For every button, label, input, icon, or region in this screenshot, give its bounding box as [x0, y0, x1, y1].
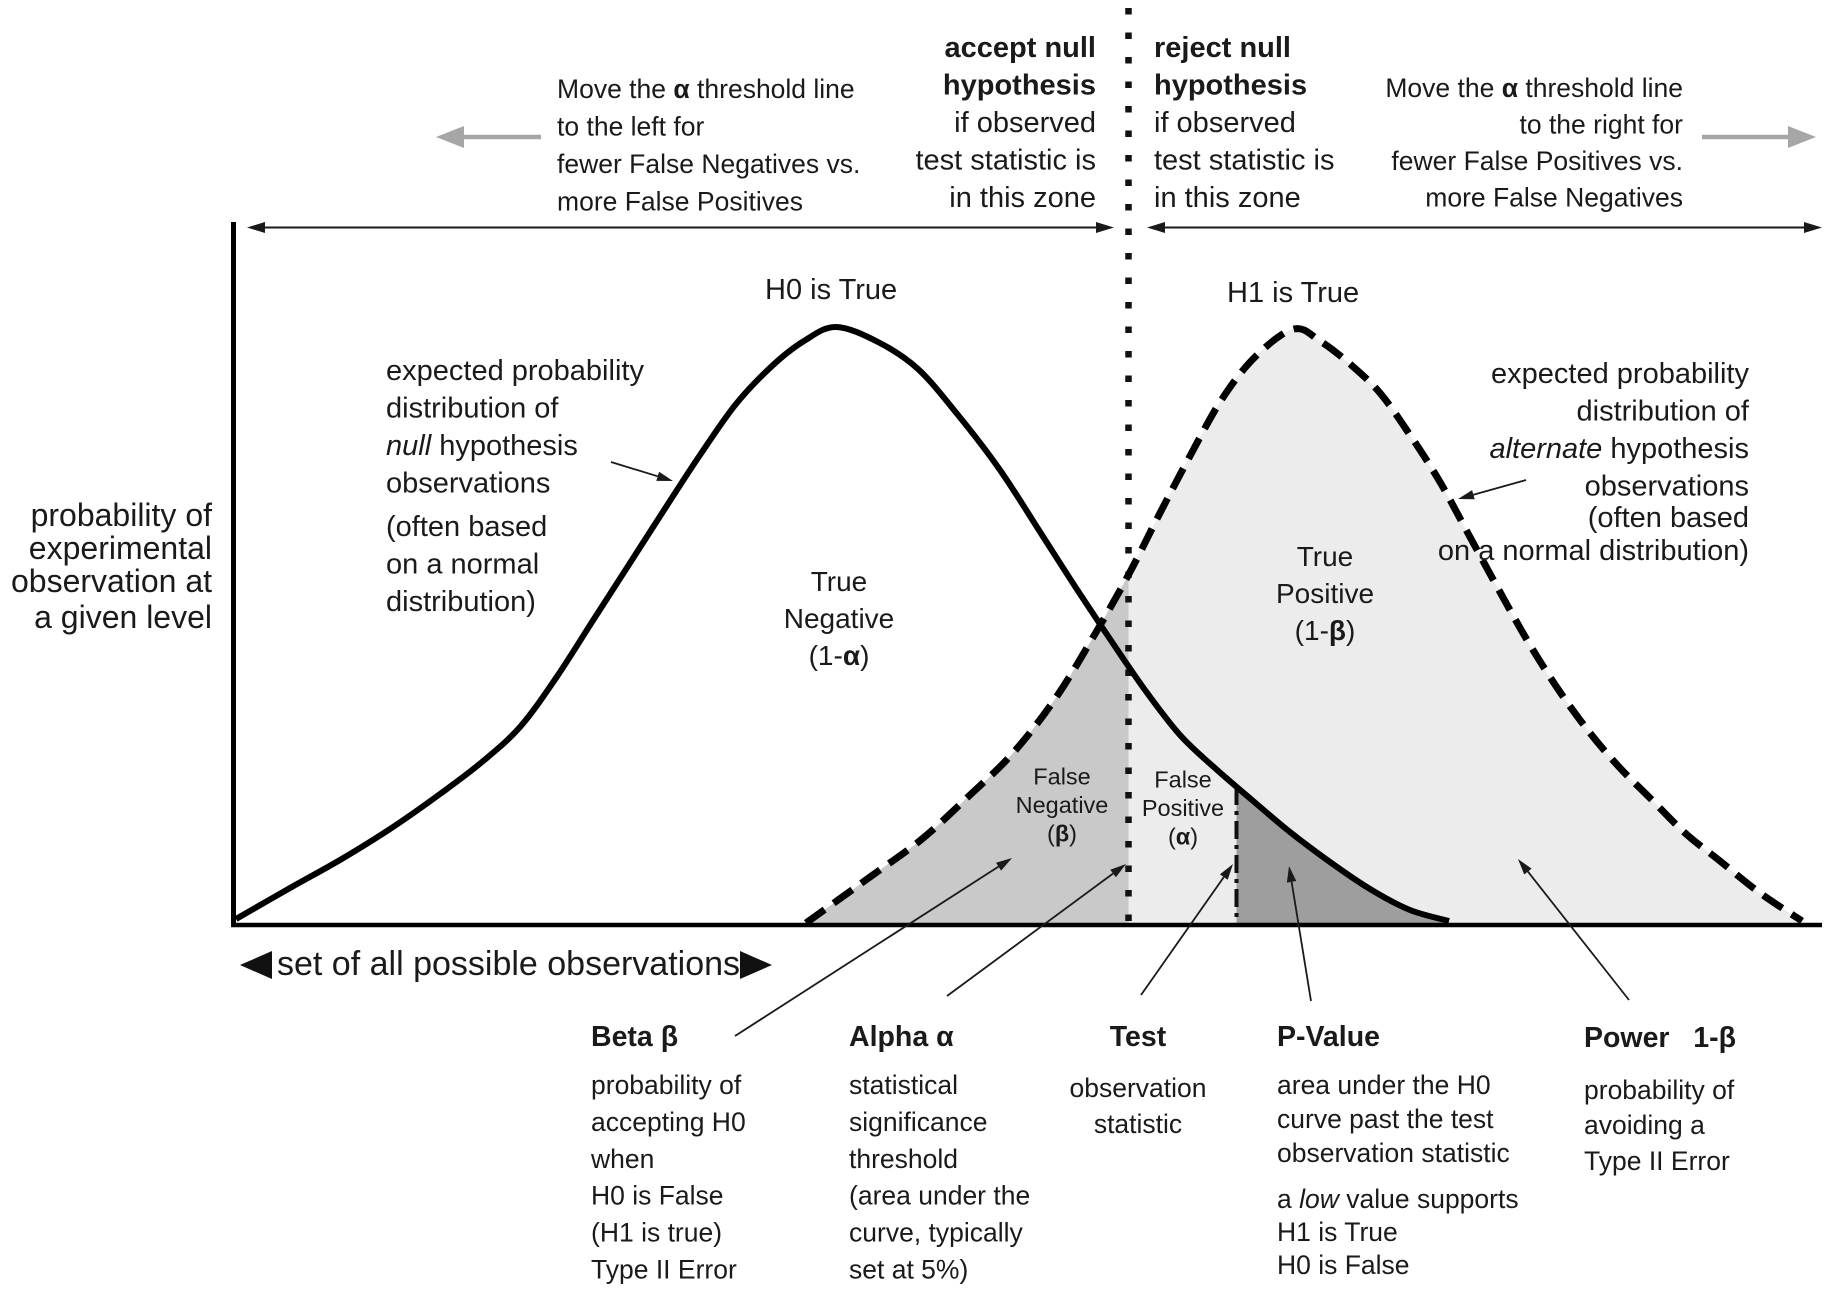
svg-text:H1 is True: H1 is True — [1227, 277, 1359, 309]
svg-text:to the left for: to the left for — [557, 112, 704, 142]
svg-text:Type II Error: Type II Error — [1584, 1146, 1730, 1176]
svg-text:significance: significance — [849, 1107, 987, 1137]
svg-text:more False Positives: more False Positives — [557, 187, 803, 217]
svg-text:on a normal distribution): on a normal distribution) — [1438, 535, 1749, 567]
svg-text:(α): (α) — [1168, 824, 1198, 850]
svg-text:P-Value: P-Value — [1277, 1021, 1380, 1053]
svg-text:Negative: Negative — [1016, 792, 1109, 818]
svg-text:accepting H0: accepting H0 — [591, 1107, 746, 1137]
svg-text:distribution of: distribution of — [386, 393, 559, 425]
svg-text:when: when — [590, 1144, 654, 1174]
svg-text:if observed: if observed — [1154, 107, 1296, 139]
svg-text:probability of: probability of — [31, 497, 213, 533]
svg-text:Negative: Negative — [784, 603, 895, 634]
svg-text:statistical: statistical — [849, 1070, 958, 1100]
svg-text:alternate hypothesis: alternate hypothesis — [1489, 433, 1749, 465]
svg-text:probability of: probability of — [1584, 1075, 1735, 1105]
svg-text:probability of: probability of — [591, 1070, 742, 1100]
svg-text:to the right for: to the right for — [1519, 110, 1683, 140]
svg-text:expected probability: expected probability — [386, 355, 644, 387]
svg-text:hypothesis: hypothesis — [1154, 70, 1307, 102]
svg-text:if observed: if observed — [954, 107, 1096, 139]
svg-text:Type II Error: Type II Error — [591, 1255, 737, 1285]
svg-text:fewer False Negatives vs.: fewer False Negatives vs. — [557, 149, 860, 179]
svg-text:on a normal: on a normal — [386, 549, 539, 581]
svg-text:(area under the: (area under the — [849, 1181, 1030, 1211]
svg-text:test statistic is: test statistic is — [916, 145, 1097, 177]
svg-text:a given level: a given level — [34, 599, 212, 635]
svg-text:H0 is False: H0 is False — [591, 1181, 724, 1211]
svg-text:more False Negatives: more False Negatives — [1425, 183, 1683, 213]
svg-text:area under the H0: area under the H0 — [1277, 1070, 1491, 1100]
svg-text:observation: observation — [1069, 1073, 1206, 1103]
svg-text:Move the α threshold line: Move the α threshold line — [1385, 73, 1683, 103]
svg-text:(often based: (often based — [1588, 502, 1749, 534]
svg-text:a low value supports: a low value supports — [1277, 1184, 1519, 1214]
svg-text:Beta β: Beta β — [591, 1021, 678, 1053]
svg-text:curve past the test: curve past the test — [1277, 1104, 1494, 1134]
svg-text:observations: observations — [1585, 471, 1749, 503]
svg-text:reject null: reject null — [1154, 32, 1291, 64]
svg-text:fewer False Positives vs.: fewer False Positives vs. — [1391, 146, 1683, 176]
svg-text:threshold: threshold — [849, 1144, 958, 1174]
svg-text:False: False — [1033, 764, 1090, 790]
svg-text:H0 is True: H0 is True — [765, 274, 897, 306]
svg-text:set at 5%): set at 5%) — [849, 1255, 968, 1285]
svg-text:Alpha α: Alpha α — [849, 1021, 954, 1053]
svg-text:observation statistic: observation statistic — [1277, 1138, 1510, 1168]
svg-text:distribution): distribution) — [386, 586, 536, 618]
svg-text:True: True — [1297, 541, 1354, 572]
svg-text:(β): (β) — [1047, 821, 1077, 847]
svg-text:Positive: Positive — [1276, 578, 1374, 609]
svg-text:distribution of: distribution of — [1577, 396, 1750, 428]
svg-text:set of all possible observatio: set of all possible observations — [277, 945, 740, 983]
svg-text:(1-β): (1-β) — [1295, 615, 1356, 646]
svg-text:accept null: accept null — [945, 32, 1097, 64]
svg-text:statistic: statistic — [1094, 1109, 1182, 1139]
svg-text:True: True — [811, 566, 868, 597]
svg-text:Move the α threshold line: Move the α threshold line — [557, 74, 855, 104]
svg-text:Positive: Positive — [1142, 795, 1224, 821]
svg-text:curve, typically: curve, typically — [849, 1218, 1024, 1248]
svg-text:null hypothesis: null hypothesis — [386, 430, 578, 462]
svg-text:test statistic is: test statistic is — [1154, 145, 1335, 177]
svg-text:(H1 is true): (H1 is true) — [591, 1218, 722, 1248]
svg-text:expected probability: expected probability — [1491, 358, 1749, 390]
svg-text:avoiding a: avoiding a — [1584, 1110, 1705, 1140]
svg-text:False: False — [1154, 767, 1211, 793]
svg-text:(1-α): (1-α) — [809, 640, 870, 671]
svg-text:hypothesis: hypothesis — [943, 70, 1096, 102]
svg-text:observations: observations — [386, 468, 550, 500]
svg-text:in this zone: in this zone — [1154, 182, 1301, 214]
svg-text:Power 1-β: Power 1-β — [1584, 1022, 1736, 1054]
svg-text:observation at: observation at — [11, 563, 212, 599]
svg-text:in this zone: in this zone — [949, 182, 1096, 214]
svg-text:H1 is True: H1 is True — [1277, 1217, 1398, 1247]
svg-text:H0 is False: H0 is False — [1277, 1250, 1410, 1280]
svg-text:(often based: (often based — [386, 511, 547, 543]
svg-text:Test: Test — [1110, 1021, 1167, 1053]
svg-text:experimental: experimental — [29, 530, 212, 566]
